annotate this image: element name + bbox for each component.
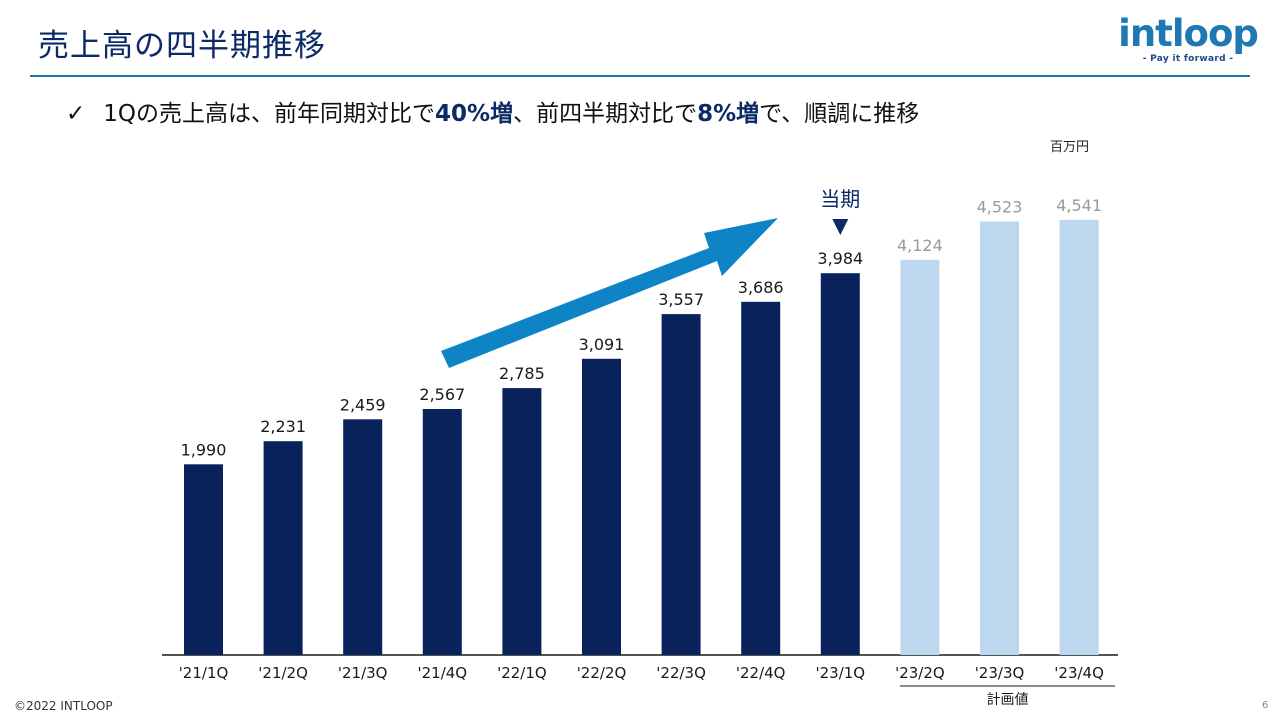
summary-text-1: 1Qの売上高は、前年同期対比で [103,101,436,127]
bar-actual-7 [741,301,781,655]
bar-value-label-5: 3,091 [579,335,625,354]
x-tick-label-8: '23/1Q [815,664,865,682]
bar-value-label-6: 3,557 [658,290,704,309]
bar-value-label-4: 2,785 [499,364,545,383]
plan-label: 計画値 [987,692,1029,708]
summary-highlight-yoy: 40%増 [435,101,514,127]
current-period-label: 当期 [820,187,860,211]
x-tick-label-4: '22/1Q [497,664,547,682]
bar-value-label-1: 2,231 [260,417,306,436]
copyright: ©2022 INTLOOP [14,699,113,713]
summary-highlight-qoq: 8%増 [697,101,760,127]
title-divider [30,75,1250,77]
bar-plan-11 [1059,219,1099,656]
x-tick-label-11: '23/4Q [1054,664,1104,682]
x-tick-label-1: '21/2Q [258,664,308,682]
x-tick-label-6: '22/3Q [656,664,706,682]
summary-text-3: で、順調に推移 [759,101,920,127]
x-tick-label-0: '21/1Q [179,664,229,682]
logo-tagline: - Pay it forward - [1142,54,1234,64]
bar-plan-10 [980,221,1019,655]
bar-value-label-11: 4,541 [1056,196,1102,215]
trend-arrow-icon [441,218,778,368]
page-title: 売上高の四半期推移 [38,28,326,64]
bar-actual-8 [820,273,860,655]
bar-plan-9 [900,259,940,655]
unit-label: 百万円 [1050,140,1090,155]
bar-actual-3 [422,409,462,655]
summary-text-2: 、前四半期対比で [513,101,698,127]
page-number: 6 [1262,700,1269,711]
logo-wordmark: intloop [1118,12,1259,55]
summary-bullet: ✓ 1Qの売上高は、前年同期対比で40%増、前四半期対比で8%増で、順調に推移 [66,94,919,128]
bar-actual-2 [343,419,383,655]
bar-value-label-3: 2,567 [419,385,465,404]
bar-value-label-8: 3,984 [817,249,863,268]
bar-actual-0 [184,464,223,655]
current-marker-icon [832,219,849,235]
x-tick-label-2: '21/3Q [338,664,388,682]
x-tick-label-7: '22/4Q [736,664,786,682]
bar-actual-1 [263,441,303,655]
check-icon: ✓ [66,101,86,127]
bar-value-label-10: 4,523 [977,198,1023,217]
company-logo: intloop - Pay it forward - [1118,12,1259,72]
bar-actual-5 [582,358,621,655]
x-tick-label-3: '21/4Q [417,664,467,682]
bar-actual-6 [661,314,701,655]
x-tick-label-10: '23/3Q [975,664,1025,682]
bar-value-label-7: 3,686 [738,278,784,297]
bar-value-label-0: 1,990 [181,440,227,459]
x-tick-label-5: '22/2Q [577,664,627,682]
bar-value-label-2: 2,459 [340,395,386,414]
bar-actual-4 [502,388,542,655]
x-tick-label-9: '23/2Q [895,664,945,682]
bar-value-label-9: 4,124 [897,236,943,255]
